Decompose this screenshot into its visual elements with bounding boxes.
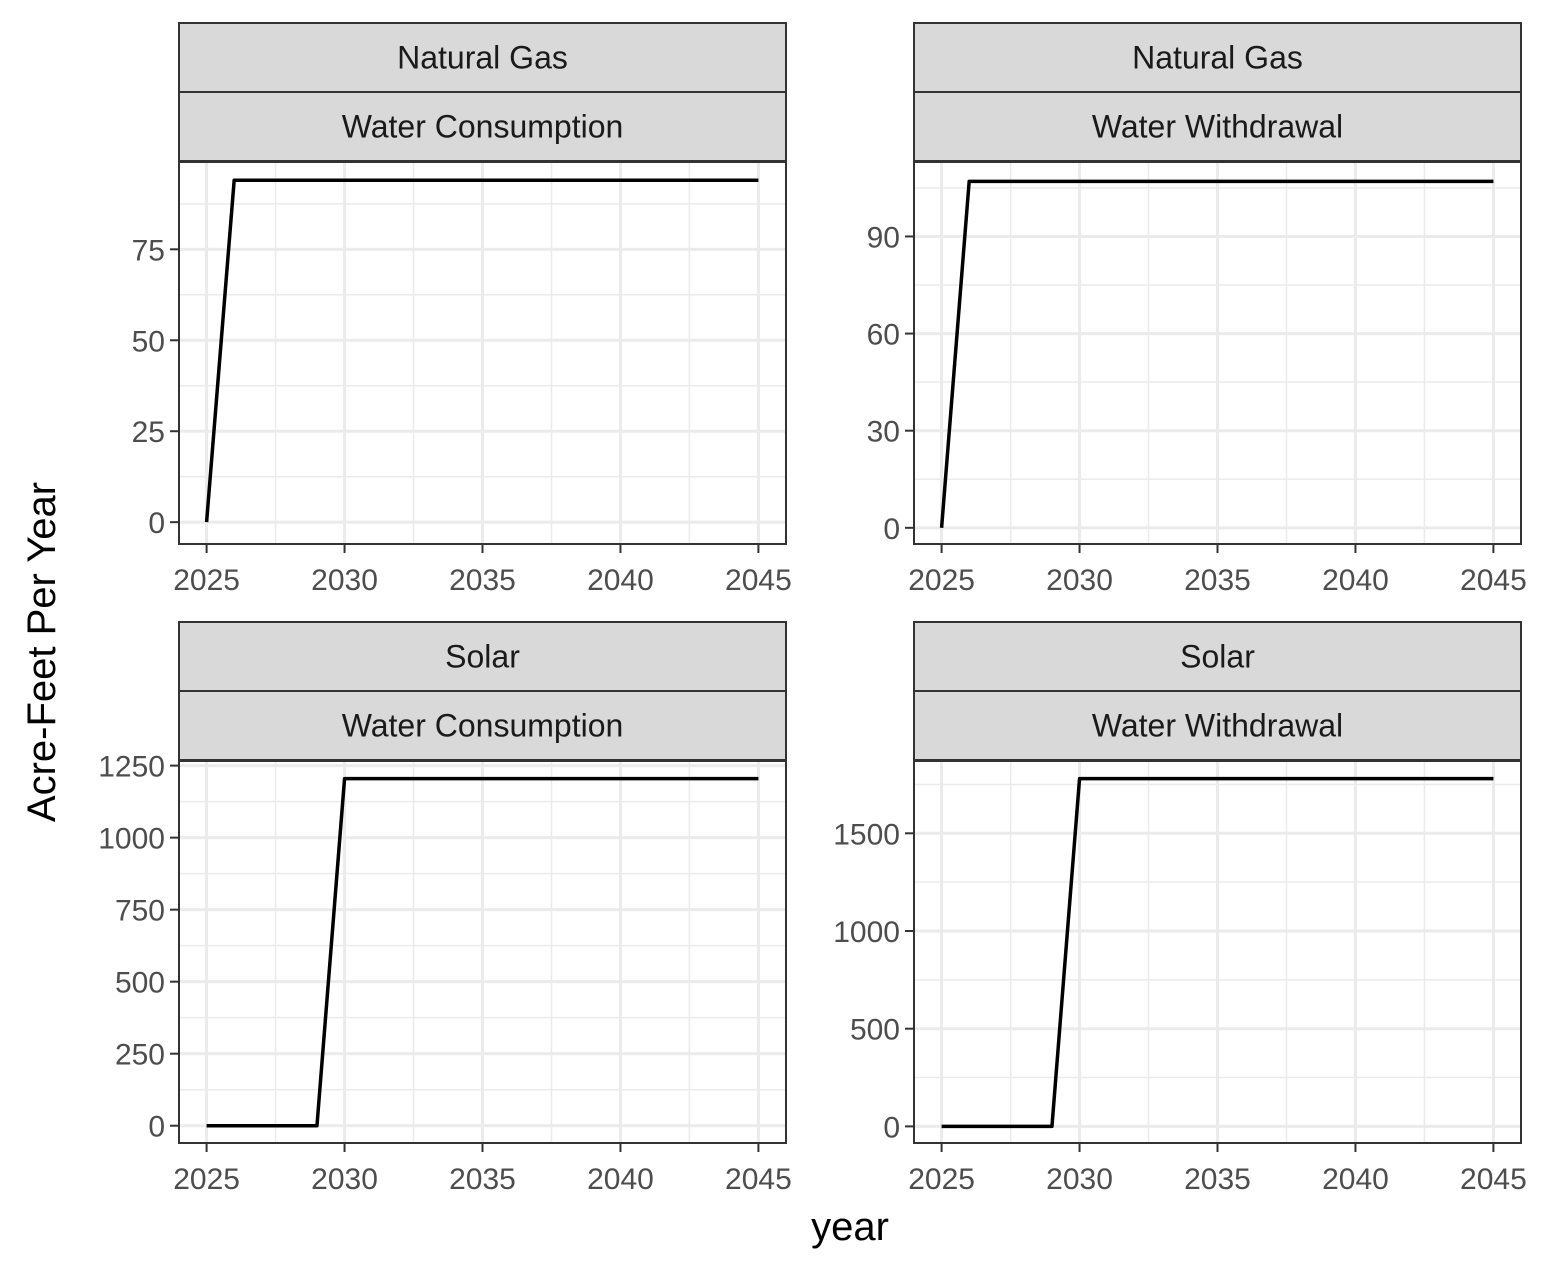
strip-bottom-label: Water Consumption xyxy=(342,109,624,145)
x-tick-label: 2035 xyxy=(1184,1163,1251,1196)
y-tick-label: 250 xyxy=(115,1039,165,1072)
y-tick-label: 50 xyxy=(132,325,165,358)
x-tick-label: 2030 xyxy=(1046,1163,1113,1196)
x-tick-label: 2040 xyxy=(1322,1163,1389,1196)
strip-top-label: Solar xyxy=(445,639,520,675)
x-tick-label: 2025 xyxy=(173,1163,240,1196)
x-tick-label: 2035 xyxy=(449,564,516,597)
x-tick-label: 2040 xyxy=(587,564,654,597)
y-tick-label: 75 xyxy=(132,234,165,267)
y-tick-label: 750 xyxy=(115,895,165,928)
x-tick-label: 2030 xyxy=(311,564,378,597)
x-tick-label: 2040 xyxy=(1322,564,1389,597)
x-tick-label: 2030 xyxy=(1046,564,1113,597)
strip-bottom-label: Water Consumption xyxy=(342,708,624,744)
y-tick-label: 1000 xyxy=(98,823,165,856)
y-tick-label: 1250 xyxy=(98,751,165,784)
y-tick-label: 1000 xyxy=(833,916,900,949)
x-tick-label: 2030 xyxy=(311,1163,378,1196)
x-axis-title: year xyxy=(811,1205,889,1249)
y-tick-label: 90 xyxy=(867,221,900,254)
x-tick-label: 2045 xyxy=(1460,1163,1527,1196)
x-tick-label: 2040 xyxy=(587,1163,654,1196)
x-tick-label: 2045 xyxy=(1460,564,1527,597)
strip-top-label: Solar xyxy=(1180,639,1255,675)
x-tick-label: 2025 xyxy=(908,564,975,597)
strip-top-label: Natural Gas xyxy=(1132,40,1303,76)
y-axis-title: Acre-Feet Per Year xyxy=(20,482,64,822)
x-tick-label: 2035 xyxy=(449,1163,516,1196)
strip-top-label: Natural Gas xyxy=(397,40,568,76)
y-tick-label: 30 xyxy=(867,416,900,449)
x-tick-label: 2025 xyxy=(173,564,240,597)
y-tick-label: 500 xyxy=(850,1014,900,1047)
y-tick-label: 60 xyxy=(867,319,900,352)
x-tick-label: 2025 xyxy=(908,1163,975,1196)
y-tick-label: 500 xyxy=(115,967,165,1000)
x-tick-label: 2045 xyxy=(725,564,792,597)
y-tick-label: 25 xyxy=(132,416,165,449)
strip-bottom-label: Water Withdrawal xyxy=(1092,109,1343,145)
strip-bottom-label: Water Withdrawal xyxy=(1092,708,1343,744)
x-tick-label: 2035 xyxy=(1184,564,1251,597)
y-tick-label: 0 xyxy=(148,1111,165,1144)
y-tick-label: 0 xyxy=(883,513,900,546)
x-tick-label: 2045 xyxy=(725,1163,792,1196)
y-tick-label: 0 xyxy=(883,1111,900,1144)
y-tick-label: 1500 xyxy=(833,818,900,851)
y-tick-label: 0 xyxy=(148,507,165,540)
